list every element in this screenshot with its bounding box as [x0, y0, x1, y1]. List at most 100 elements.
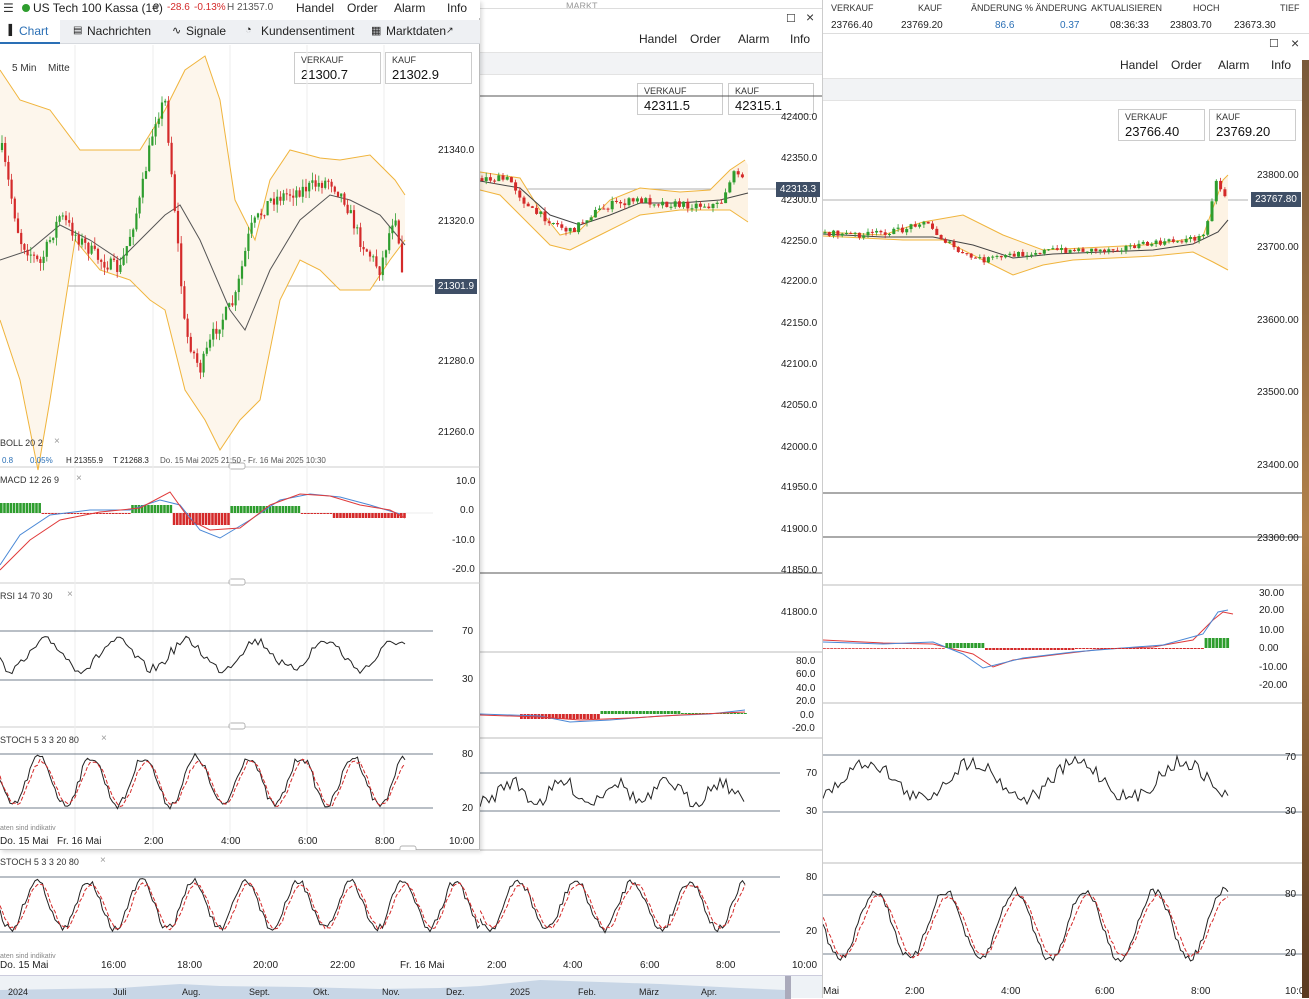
- tab-nachrichten[interactable]: Nachrichten: [87, 24, 152, 38]
- stoch-tick: 20: [1285, 948, 1297, 959]
- menu-info[interactable]: Info: [790, 32, 811, 46]
- candle-body: [909, 224, 913, 230]
- macd-bar: [726, 713, 730, 714]
- macd-bar: [733, 713, 737, 714]
- candle-body: [740, 174, 744, 178]
- menu-order[interactable]: Order: [1171, 58, 1202, 72]
- nav-label: Juli: [113, 987, 127, 997]
- candle-body: [365, 249, 368, 252]
- candles-us30: [823, 177, 1227, 265]
- tab-marktdaten[interactable]: Marktdaten: [386, 24, 447, 38]
- time-label: 8:00: [716, 960, 736, 971]
- chevron-down-icon[interactable]: ▼: [153, 3, 161, 12]
- menu-info[interactable]: Info: [1271, 58, 1292, 72]
- value-tief: 23673.30: [1234, 20, 1276, 31]
- remove-indicator-icon[interactable]: ×: [54, 436, 60, 447]
- candle-body: [45, 241, 48, 257]
- macd-bar: [44, 513, 48, 514]
- candle-body: [711, 203, 715, 209]
- macd-bar: [1222, 638, 1226, 648]
- macd-tick: 60.0: [796, 669, 816, 680]
- candle-body: [728, 182, 732, 193]
- close-icon[interactable]: ×: [806, 9, 815, 25]
- chart-canvas-us30[interactable]: [823, 140, 1309, 998]
- menu-alarm[interactable]: Alarm: [394, 1, 426, 15]
- time-label: Fr. 16 Mai: [57, 836, 102, 847]
- navigator-strip[interactable]: 2024 Juli Aug. Sept. Okt. Nov. Dez. 2025…: [0, 975, 822, 999]
- time-label: 8:00: [375, 836, 395, 847]
- maximize-icon[interactable]: ☐: [1269, 38, 1279, 50]
- candle-body: [314, 180, 317, 187]
- candle-body: [103, 261, 106, 268]
- rsi-us30: [823, 754, 1229, 806]
- macd-bar: [1150, 648, 1154, 649]
- interval-select[interactable]: 5 Min: [12, 63, 37, 74]
- candle-body: [336, 191, 340, 197]
- candle-body: [80, 238, 84, 245]
- macd-bar: [604, 711, 607, 714]
- candle-body: [505, 177, 509, 180]
- candle-body: [1184, 238, 1188, 243]
- rsi-tick: 70: [462, 626, 474, 637]
- macd-bar: [1168, 648, 1172, 649]
- candle-body: [381, 257, 384, 276]
- buy-price-box[interactable]: KAUF 23769.20: [1209, 109, 1296, 141]
- macd-tick: 0.0: [800, 710, 814, 721]
- tab-signale[interactable]: Signale: [186, 24, 227, 38]
- menu-alarm[interactable]: Alarm: [1218, 58, 1250, 72]
- remove-indicator-icon[interactable]: ×: [101, 733, 107, 744]
- rsi-label: RSI 14 70 30: [0, 591, 53, 601]
- menu-handel[interactable]: Handel: [639, 32, 678, 46]
- menu-icon[interactable]: ☰: [3, 1, 14, 15]
- menu-order[interactable]: Order: [347, 1, 378, 15]
- sell-label: VERKAUF: [1125, 112, 1168, 122]
- candle-body: [39, 259, 42, 263]
- menu-handel[interactable]: Handel: [296, 1, 335, 15]
- menu-alarm[interactable]: Alarm: [738, 32, 770, 46]
- price-mode-select[interactable]: Mitte: [48, 63, 70, 74]
- tab-chart[interactable]: ▐ Chart: [0, 20, 60, 44]
- candle-body: [922, 221, 926, 225]
- macd-bar: [70, 513, 73, 514]
- remove-indicator-icon[interactable]: ×: [76, 473, 82, 484]
- buy-price-box[interactable]: KAUF 21302.9: [385, 52, 472, 84]
- candle-body: [509, 177, 513, 183]
- sell-price-box[interactable]: VERKAUF 42311.5: [637, 83, 723, 115]
- macd-bar: [243, 506, 246, 513]
- maximize-icon[interactable]: ☐: [786, 13, 796, 25]
- candle-body: [240, 266, 244, 279]
- macd-bar: [841, 648, 844, 649]
- rsi-tick: 70: [1285, 752, 1297, 763]
- macd-bar: [670, 711, 674, 714]
- candle-body: [400, 243, 404, 273]
- info-low: T 21268.3: [113, 456, 149, 465]
- sell-price-box[interactable]: VERKAUF 21300.7: [294, 52, 381, 84]
- macd-tick: -10.00: [1259, 662, 1288, 673]
- candle-body: [317, 182, 320, 187]
- chart-canvas-ustech[interactable]: [0, 0, 480, 850]
- remove-indicator-icon[interactable]: ×: [67, 589, 73, 600]
- menu-info[interactable]: Info: [447, 1, 468, 15]
- chart-canvas-dow[interactable]: [480, 0, 822, 998]
- tab-kundensentiment[interactable]: Kundensentiment: [261, 24, 355, 38]
- macd-bar: [41, 513, 45, 514]
- candle-body: [324, 180, 327, 188]
- remove-indicator-icon[interactable]: ×: [100, 855, 106, 866]
- candle-body: [892, 228, 896, 235]
- nav-label: Dez.: [446, 987, 465, 997]
- macd-bar: [970, 643, 974, 648]
- macd-bar: [1060, 648, 1064, 650]
- candle-body: [1137, 243, 1141, 249]
- candle-body: [862, 235, 866, 238]
- buy-price-box[interactable]: KAUF 42315.1: [728, 83, 814, 115]
- macd-bar: [1046, 648, 1050, 650]
- menu-handel[interactable]: Handel: [1120, 58, 1159, 72]
- navigator-handle[interactable]: [785, 976, 791, 999]
- close-icon[interactable]: ×: [1291, 35, 1300, 51]
- candle-body: [221, 319, 224, 330]
- menu-order[interactable]: Order: [690, 32, 721, 46]
- instrument-name[interactable]: US Tech 100 Kassa (1€): [33, 1, 163, 15]
- macd-bar: [967, 643, 970, 648]
- sell-price-box[interactable]: VERKAUF 23766.40: [1118, 109, 1205, 141]
- candle-body: [866, 231, 870, 236]
